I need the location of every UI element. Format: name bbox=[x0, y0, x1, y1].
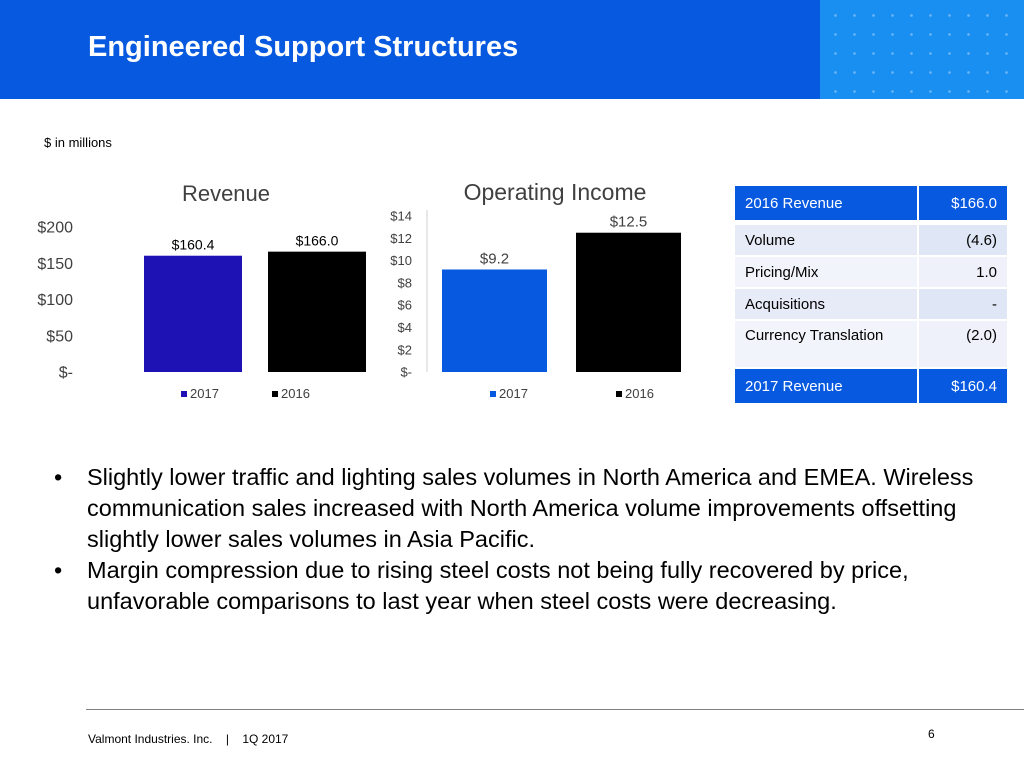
table-row-value: (4.6) bbox=[917, 223, 1009, 257]
footer-company: Valmont Industries. Inc. bbox=[88, 732, 213, 746]
table-header-value: $166.0 bbox=[917, 184, 1009, 222]
footer-text: Valmont Industries. Inc. | 1Q 2017 bbox=[88, 732, 288, 746]
footer-period: 1Q 2017 bbox=[242, 732, 289, 746]
table-row-label: Currency Translation bbox=[733, 319, 919, 369]
chart-svg: Operating Income $14 $12 $10 $8 $6 $4 $2 $- $9.2 $… bbox=[390, 179, 681, 401]
y-tick-label: $200 bbox=[37, 220, 73, 237]
table-row: Currency Translation (2.0) bbox=[733, 319, 1009, 369]
data-label: $166.0 bbox=[296, 233, 339, 249]
revenue-chart: Revenue $200 $150 $100 $50 $- $160.4 $166.0 2017… bbox=[20, 170, 380, 410]
table-row-value: (2.0) bbox=[917, 319, 1009, 369]
table-row-value: 1.0 bbox=[917, 255, 1009, 289]
data-label: $160.4 bbox=[172, 237, 215, 253]
bullet-text: Slightly lower traffic and lighting sale… bbox=[87, 464, 974, 552]
footer-separator: | bbox=[225, 732, 229, 746]
table-footer-value: $160.4 bbox=[917, 367, 1009, 405]
y-tick-label: $6 bbox=[398, 298, 412, 313]
table-row: Volume (4.6) bbox=[733, 223, 1009, 257]
bar-2016 bbox=[576, 232, 681, 372]
data-label: $12.5 bbox=[610, 214, 648, 231]
legend-label: 2016 bbox=[281, 386, 310, 401]
table-footer-row: 2017 Revenue $160.4 bbox=[733, 367, 1009, 405]
table-row-label: Acquisitions bbox=[733, 287, 919, 321]
chart-svg: Revenue $200 $150 $100 $50 $- $160.4 $166.0 2017… bbox=[37, 181, 366, 401]
y-tick-label: $14 bbox=[390, 209, 412, 224]
title-banner: Engineered Support Structures bbox=[0, 0, 1024, 99]
revenue-bridge-table: 2016 Revenue $166.0 Volume (4.6) Pricing… bbox=[733, 184, 1009, 405]
footer-divider bbox=[86, 709, 1024, 710]
legend-label: 2016 bbox=[625, 386, 654, 401]
y-tick-label: $2 bbox=[398, 342, 412, 357]
slide-title: Engineered Support Structures bbox=[88, 31, 519, 63]
table-row-label: Pricing/Mix bbox=[733, 255, 919, 289]
chart-title: Revenue bbox=[182, 181, 270, 206]
y-tick-label: $10 bbox=[390, 253, 412, 268]
y-tick-label: $150 bbox=[37, 256, 73, 273]
table-row: Pricing/Mix 1.0 bbox=[733, 255, 1009, 289]
y-tick-label: $12 bbox=[390, 231, 412, 246]
y-tick-label: $50 bbox=[46, 328, 73, 345]
dot-pattern-decoration bbox=[820, 0, 1024, 99]
data-label: $9.2 bbox=[480, 250, 509, 267]
y-tick-label: $100 bbox=[37, 292, 73, 309]
bullet-item: • Slightly lower traffic and lighting sa… bbox=[52, 462, 992, 555]
bullet-item: • Margin compression due to rising steel… bbox=[52, 555, 992, 617]
table-header-row: 2016 Revenue $166.0 bbox=[733, 184, 1009, 222]
legend-swatch bbox=[272, 391, 278, 397]
y-tick-label: $- bbox=[59, 365, 73, 382]
chart-title: Operating Income bbox=[464, 179, 647, 205]
units-note: $ in millions bbox=[44, 135, 112, 150]
legend-swatch bbox=[616, 391, 622, 397]
legend-label: 2017 bbox=[190, 386, 219, 401]
bar-2017 bbox=[144, 255, 242, 372]
bullet-icon: • bbox=[54, 464, 63, 490]
table-row-label: Volume bbox=[733, 223, 919, 257]
legend-swatch bbox=[181, 391, 187, 397]
table-footer-label: 2017 Revenue bbox=[733, 367, 919, 405]
bar-2016 bbox=[268, 251, 366, 372]
y-tick-label: $8 bbox=[398, 275, 412, 290]
legend-label: 2017 bbox=[499, 386, 528, 401]
y-tick-label: $- bbox=[400, 365, 412, 380]
page-number: 6 bbox=[928, 727, 935, 741]
bar-2017 bbox=[442, 269, 547, 372]
table-row: Acquisitions - bbox=[733, 287, 1009, 321]
legend-swatch bbox=[490, 391, 496, 397]
table-header-label: 2016 Revenue bbox=[733, 184, 919, 222]
bullet-icon: • bbox=[54, 557, 63, 583]
operating-income-chart: Operating Income $14 $12 $10 $8 $6 $4 $2 $- $9.2 $… bbox=[380, 170, 720, 410]
bullet-text: Margin compression due to rising steel c… bbox=[87, 557, 909, 614]
y-tick-label: $4 bbox=[398, 320, 412, 335]
commentary-bullets: • Slightly lower traffic and lighting sa… bbox=[52, 462, 992, 617]
table-row-value: - bbox=[917, 287, 1009, 321]
